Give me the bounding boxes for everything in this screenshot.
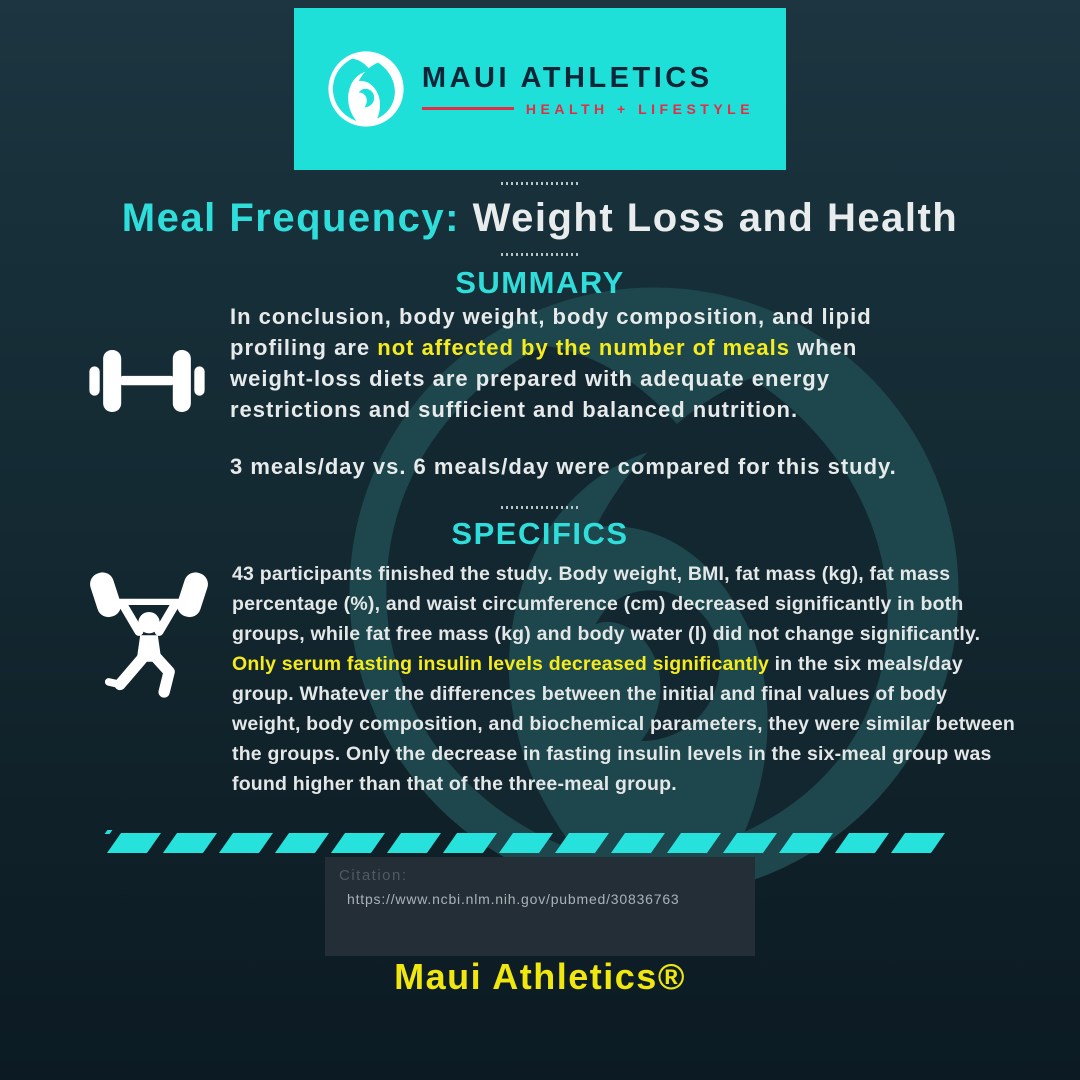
stripe — [498, 833, 554, 853]
dotted-divider — [501, 506, 579, 509]
wave-logo-watermark-icon — [349, 287, 959, 897]
citation-box: Citation: https://www.ncbi.nlm.nih.gov/p… — [325, 857, 755, 956]
stripe — [106, 833, 162, 853]
summary-heading: SUMMARY — [455, 265, 625, 300]
summary-text-post: when weight-loss diets are prepared with… — [230, 335, 858, 422]
dumbbell-icon — [89, 350, 205, 412]
brand-banner: MAUI ATHLETICS HEALTH + LIFESTYLE — [294, 8, 786, 170]
stripe — [834, 833, 890, 853]
specifics-heading: SPECIFICS — [451, 516, 629, 551]
summary-text-highlight: not affected by the number of meals — [377, 335, 790, 360]
brand-subline: HEALTH + LIFESTYLE — [421, 100, 755, 117]
comparison-line: 3 meals/day vs. 6 meals/day were compare… — [230, 454, 897, 479]
specifics-paragraph: 43 participants finished the study. Body… — [232, 559, 1018, 799]
citation-label: Citation: — [339, 867, 408, 884]
specifics-text-post: in the six meals/day group. Whatever the… — [232, 653, 1016, 795]
stripe — [610, 833, 666, 853]
page-title-rest: Weight Loss and Health — [472, 196, 959, 240]
stripe — [722, 833, 778, 853]
stripe-tick — [104, 830, 113, 834]
weightlifter-icon — [90, 572, 208, 698]
summary-paragraph: In conclusion, body weight, body composi… — [230, 301, 924, 425]
specifics-text-pre: 43 participants finished the study. Body… — [232, 563, 981, 645]
wave-logo-icon — [328, 51, 404, 127]
specifics-text-highlight: Only serum fasting insulin levels decrea… — [232, 653, 769, 675]
stripe — [330, 833, 386, 853]
diagonal-stripe-divider — [106, 833, 994, 853]
page-title-accent: Meal Frequency: — [121, 196, 460, 240]
brand-text-block: MAUI ATHLETICS HEALTH + LIFESTYLE — [421, 61, 755, 117]
citation-url-link[interactable]: https://www.ncbi.nlm.nih.gov/pubmed/3083… — [347, 891, 680, 907]
dotted-divider — [501, 253, 579, 256]
stripe — [778, 833, 834, 853]
stripe — [554, 833, 610, 853]
stripe — [666, 833, 722, 853]
stripe — [162, 833, 218, 853]
dotted-divider — [501, 182, 579, 185]
stripe — [218, 833, 274, 853]
footer-brand-logo: Maui Athletics® — [394, 956, 686, 997]
brand-underline — [421, 107, 514, 110]
stripe — [890, 833, 946, 853]
summary-text-pre: In conclusion, body weight, body composi… — [230, 304, 872, 360]
stripe — [386, 833, 442, 853]
stripe — [274, 833, 330, 853]
stripe — [442, 833, 498, 853]
page-title: Meal Frequency: Weight Loss and Health — [0, 196, 1080, 241]
brand-tagline: HEALTH + LIFESTYLE — [525, 100, 755, 117]
brand-name: MAUI ATHLETICS — [421, 61, 713, 94]
